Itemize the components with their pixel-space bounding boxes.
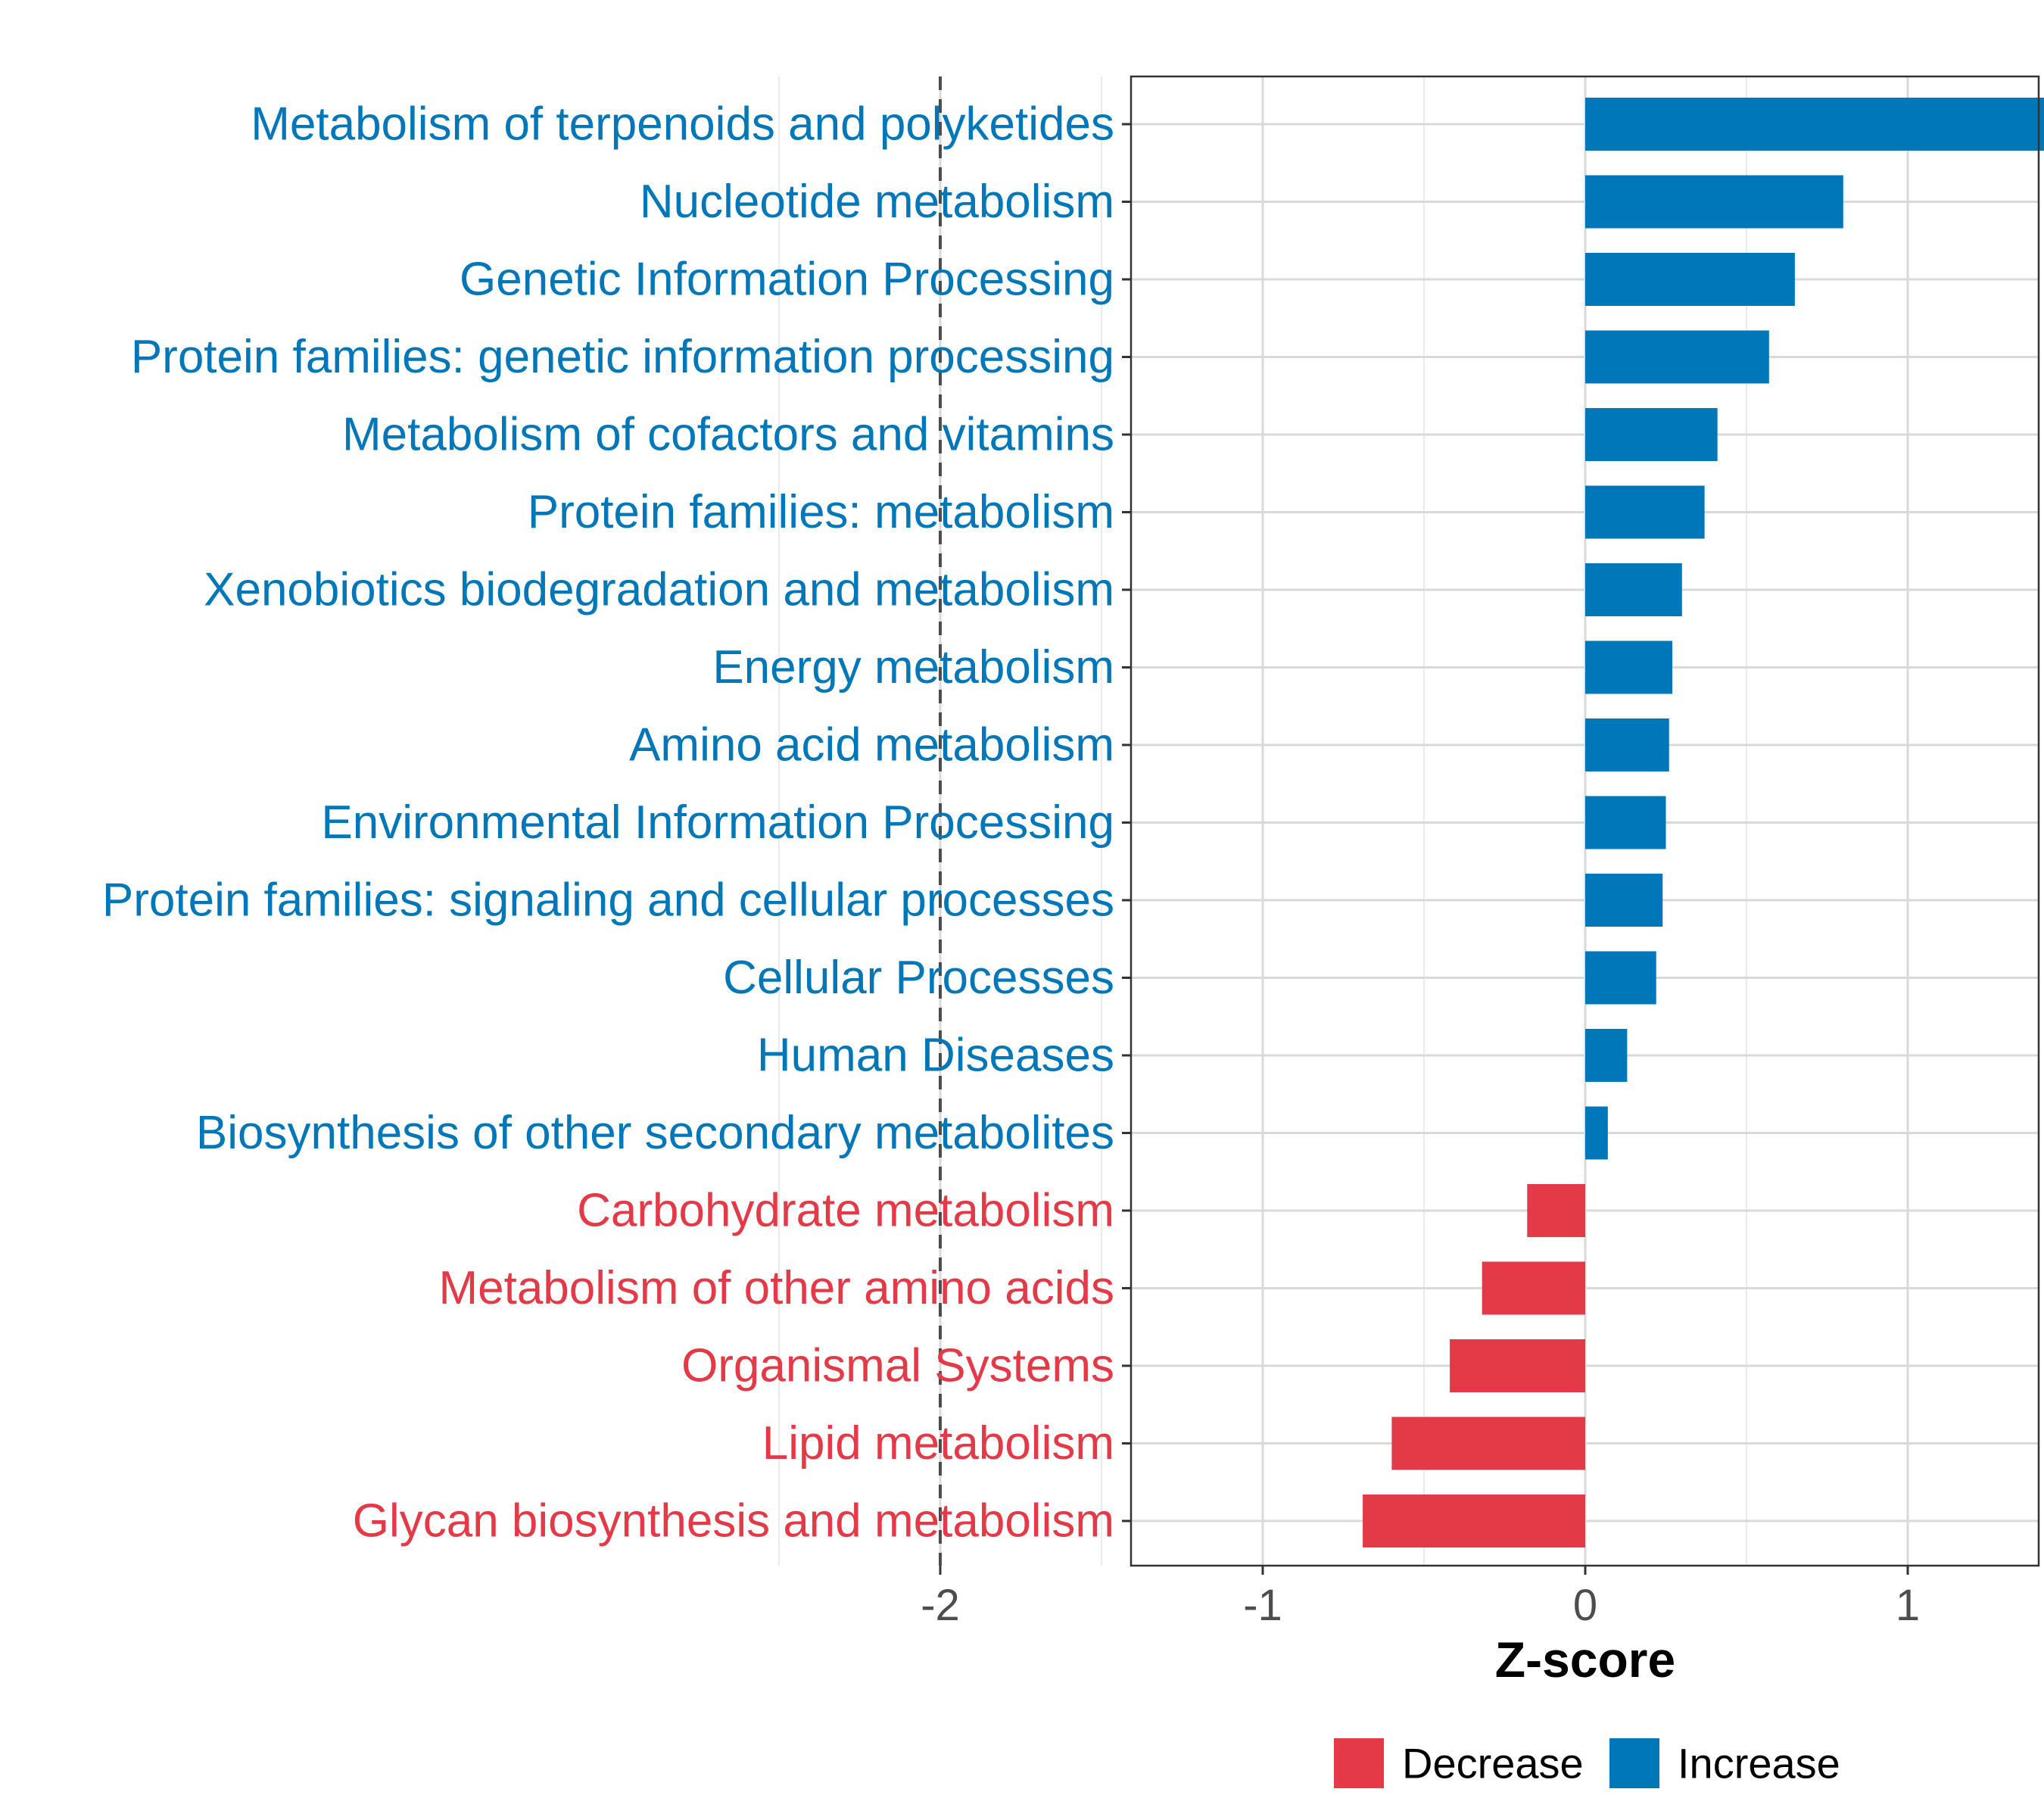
bar-increase: [1585, 796, 1666, 849]
y-axis-ticks: [1122, 123, 1131, 1522]
category-label: Protein families: genetic information pr…: [131, 331, 1114, 383]
legend: Decrease Increase: [1334, 1738, 1840, 1788]
legend-key-decrease: [1334, 1738, 1384, 1788]
bar-decrease: [1363, 1494, 1585, 1547]
bar-increase: [1585, 485, 1705, 539]
category-label: Xenobiotics biodegradation and metabolis…: [204, 564, 1114, 616]
bar-decrease: [1391, 1417, 1585, 1470]
bar-decrease: [1527, 1184, 1585, 1237]
category-label: Protein families: signaling and cellular…: [102, 874, 1114, 927]
bar-decrease: [1482, 1261, 1585, 1315]
category-label: Metabolism of terpenoids and polyketides: [251, 98, 1114, 151]
legend-key-increase: [1609, 1738, 1659, 1788]
category-label: Carbohydrate metabolism: [577, 1185, 1114, 1237]
category-label: Environmental Information Processing: [321, 796, 1114, 849]
category-label: Protein families: metabolism: [528, 486, 1114, 538]
category-label: Energy metabolism: [712, 641, 1114, 693]
x-tick-label: -1: [1243, 1581, 1282, 1630]
x-tick-label: 0: [1573, 1581, 1597, 1630]
category-label: Metabolism of other amino acids: [438, 1262, 1114, 1314]
bars: [1363, 98, 2044, 1547]
bar-increase: [1585, 874, 1663, 927]
bar-increase: [1585, 98, 2044, 151]
x-tick-label: -2: [921, 1581, 960, 1630]
bar-increase: [1585, 1106, 1608, 1160]
category-label: Organismal Systems: [681, 1340, 1114, 1392]
category-label: Nucleotide metabolism: [640, 176, 1114, 228]
category-label: Metabolism of cofactors and vitamins: [342, 409, 1114, 461]
x-axis-title: Z-score: [1495, 1632, 1675, 1688]
bar-increase: [1585, 253, 1795, 306]
bar-increase: [1585, 718, 1669, 771]
x-axis-ticks: -2-1012: [921, 1566, 1920, 1630]
category-label: Amino acid metabolism: [629, 719, 1114, 771]
bar-increase: [1585, 330, 1769, 384]
bar-increase: [1585, 175, 1843, 229]
bar-decrease: [1450, 1339, 1585, 1392]
bar-increase: [1585, 640, 1673, 694]
legend-label-decrease: Decrease: [1402, 1740, 1584, 1787]
category-label: Lipid metabolism: [762, 1417, 1114, 1469]
x-tick-label: 1: [1896, 1581, 1920, 1630]
category-label: Genetic Information Processing: [460, 254, 1114, 306]
category-label: Glycan biosynthesis and metabolism: [353, 1495, 1114, 1547]
category-label: Cellular Processes: [723, 952, 1114, 1004]
category-label: Biosynthesis of other secondary metaboli…: [196, 1107, 1114, 1159]
category-label: Human Diseases: [757, 1030, 1114, 1082]
bar-increase: [1585, 1029, 1628, 1082]
y-axis-category-labels: Metabolism of terpenoids and polyketides…: [102, 98, 1114, 1547]
bar-increase: [1585, 563, 1682, 616]
legend-label-increase: Increase: [1678, 1740, 1840, 1787]
bar-increase: [1585, 951, 1656, 1005]
bar-increase: [1585, 408, 1718, 461]
